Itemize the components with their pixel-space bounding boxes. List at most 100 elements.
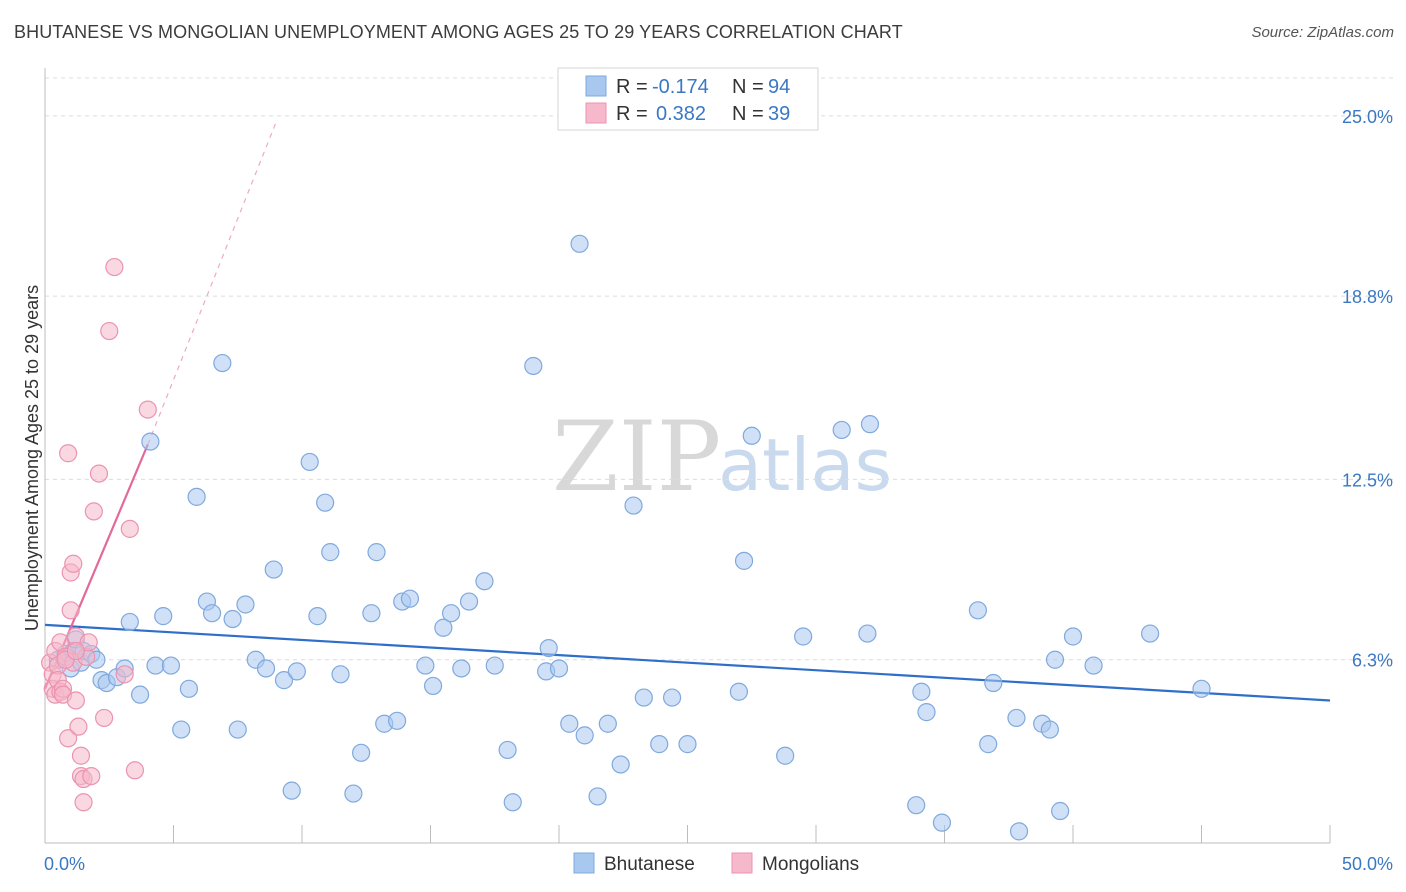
bhutanese-point <box>503 793 522 812</box>
legend-n-value-bhutanese: 94 <box>768 76 790 98</box>
y-tick-label: 12.5% <box>1342 470 1393 490</box>
bhutanese-point <box>742 426 761 445</box>
bhutanese-point <box>485 656 504 675</box>
watermark: ZIP atlas <box>552 401 892 513</box>
bhutanese-point <box>236 595 255 614</box>
axes <box>44 68 1331 844</box>
mongolians-point <box>69 717 88 736</box>
bhutanese-point <box>287 662 306 681</box>
bhutanese-point <box>570 234 589 253</box>
bhutanese-point <box>794 627 813 646</box>
source-credit: Source: ZipAtlas.com <box>1251 24 1394 41</box>
y-tick-label: 18.8% <box>1342 287 1393 307</box>
y-tick-labels: 6.3% 12.5% 18.8% 25.0% <box>1342 107 1393 671</box>
bhutanese-point <box>141 432 160 451</box>
mongolians-point <box>115 665 134 684</box>
bhutanese-point <box>1009 822 1029 841</box>
bhutanese-point <box>475 572 494 591</box>
bhutanese-point <box>161 656 181 675</box>
bhutanese-point <box>858 624 877 643</box>
y-tick-label: 6.3% <box>1352 651 1393 671</box>
bhutanese-point <box>968 601 988 620</box>
series-swatch-mongolians <box>731 852 753 874</box>
bhutanese-point <box>611 755 630 774</box>
mongolians-point <box>82 766 101 786</box>
bhutanese-point <box>459 592 479 611</box>
bhutanese-point <box>539 639 558 658</box>
mongolians-point <box>74 793 93 812</box>
legend-n-value-mongolians: 39 <box>768 103 790 125</box>
bhutanese-point <box>202 604 222 623</box>
mongolians-point <box>59 729 78 748</box>
bhutanese-point <box>154 607 173 626</box>
legend-n-label-mongolians: N = <box>732 103 764 125</box>
bhutanese-point <box>624 496 643 515</box>
bhutanese-point <box>1063 627 1083 646</box>
legend-r-value-mongolians: 0.382 <box>656 103 706 125</box>
bhutanese-point <box>223 609 242 629</box>
bhutanese-point <box>907 796 926 815</box>
bhutanese-point <box>352 743 371 762</box>
bhutanese-point <box>172 720 191 739</box>
bhutanese-point <box>146 656 165 675</box>
mongolians-point <box>59 444 78 463</box>
bhutanese-point <box>678 735 697 754</box>
bhutanese-point <box>917 703 936 722</box>
bhutanese-point <box>331 665 350 684</box>
bhutanese-point <box>256 659 276 678</box>
bhutanese-point <box>213 353 232 373</box>
bhutanese-point <box>498 740 517 760</box>
series-swatch-bhutanese <box>573 852 595 874</box>
bhutanese-point <box>1140 624 1160 643</box>
bhutanese-point <box>1051 801 1070 821</box>
bhutanese-point <box>300 452 319 472</box>
bhutanese-point <box>416 656 435 675</box>
bhutanese-point <box>1084 656 1103 675</box>
mongolians-point <box>61 601 80 620</box>
bhutanese-point <box>452 659 471 678</box>
bhutanese-point <box>264 560 283 579</box>
x-tick-label: 0.0% <box>44 854 85 874</box>
x-tick-label: 50.0% <box>1342 854 1393 874</box>
bhutanese-point <box>979 735 998 754</box>
bhutanese-point <box>634 688 653 707</box>
bhutanese-point <box>321 543 340 562</box>
x-tick-labels: 0.0% 50.0% <box>44 854 1393 874</box>
bhutanese-point <box>316 493 335 512</box>
bhutanese-point <box>387 711 407 730</box>
legend-swatch-mongolians <box>585 102 607 124</box>
bhutanese-point <box>1007 708 1026 728</box>
series-legend: Bhutanese Mongolians <box>573 852 859 875</box>
bhutanese-point <box>179 679 199 698</box>
legend-r-value-bhutanese: -0.174 <box>652 76 709 98</box>
mongolians-trend-extension <box>147 121 277 445</box>
bhutanese-point <box>130 685 150 704</box>
bhutanese-point <box>549 659 569 678</box>
bhutanese-point <box>282 781 301 800</box>
bhutanese-point <box>228 720 247 739</box>
mongolians-point <box>79 633 98 652</box>
bhutanese-point <box>441 604 461 623</box>
bhutanese-point <box>650 735 669 754</box>
bhutanese-point <box>187 487 206 506</box>
bhutanese-point <box>560 714 579 733</box>
bhutanese-point <box>912 682 931 701</box>
legend-r-label-bhutanese: R = <box>616 76 648 98</box>
bhutanese-point <box>932 813 952 832</box>
series-label-mongolians: Mongolians <box>762 854 859 875</box>
mongolians-point <box>100 321 119 341</box>
bhutanese-point <box>575 726 594 745</box>
mongolians-point <box>84 502 103 521</box>
legend-r-label-mongolians: R = <box>616 103 648 125</box>
bhutanese-point <box>120 612 139 632</box>
bhutanese-point <box>1192 679 1211 698</box>
data-points <box>41 234 1211 841</box>
bhutanese-point <box>423 676 443 696</box>
correlation-legend: R = -0.174 N = 94 R = 0.382 N = 39 <box>557 67 819 131</box>
bhutanese-point <box>1045 650 1065 669</box>
bhutanese-point <box>860 415 880 434</box>
bhutanese-point <box>984 673 1003 693</box>
gridlines <box>45 77 1395 661</box>
bhutanese-point <box>362 604 381 623</box>
